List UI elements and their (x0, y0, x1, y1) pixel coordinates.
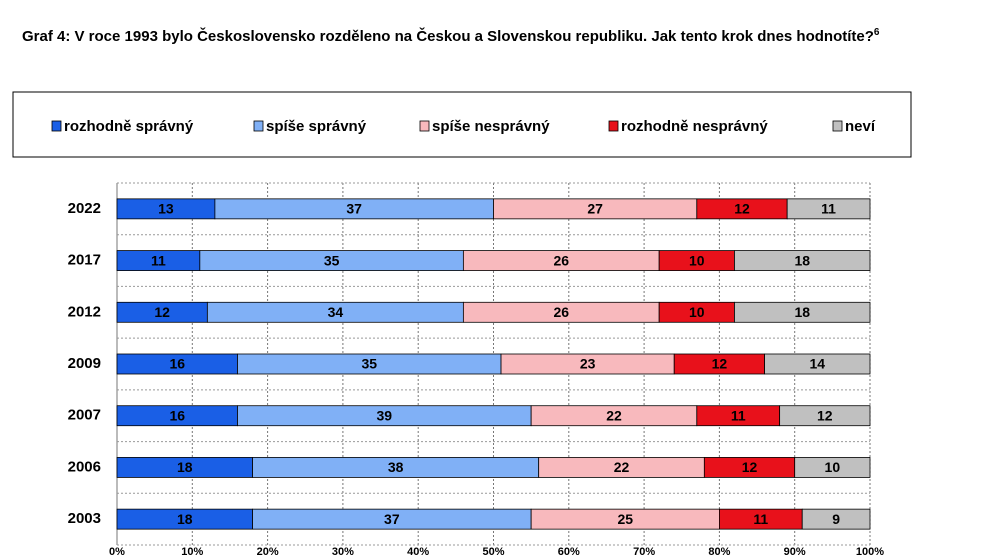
y-tick-label: 2003 (68, 510, 101, 527)
data-label: 12 (154, 304, 170, 320)
data-label: 22 (606, 407, 622, 423)
data-label: 16 (169, 407, 185, 423)
x-tick-label: 30% (332, 546, 354, 558)
x-tick-label: 0% (109, 546, 125, 558)
x-tick-label: 100% (856, 546, 884, 558)
bar-segment (734, 301, 871, 323)
bar-segment (764, 353, 871, 375)
data-label: 13 (158, 201, 174, 217)
y-tick-label: 2009 (68, 355, 101, 372)
legend-label: spíše správný (266, 118, 367, 135)
data-label: 18 (794, 304, 810, 320)
x-tick-label: 60% (558, 546, 580, 558)
bar-segment (786, 198, 871, 220)
legend-swatch (51, 120, 62, 132)
legend-swatch (832, 120, 843, 132)
data-label: 16 (169, 356, 185, 372)
x-tick-label: 80% (708, 546, 730, 558)
data-label: 27 (587, 201, 603, 217)
data-label: 18 (177, 459, 193, 475)
x-tick-label: 50% (482, 546, 504, 558)
data-label: 35 (324, 252, 340, 268)
title-text: Graf 4: V roce 1993 bylo Československo … (22, 28, 874, 45)
legend-label: spíše nesprávný (432, 118, 550, 135)
legend-label: rozhodně nesprávný (621, 118, 768, 135)
data-label: 34 (328, 304, 344, 320)
data-label: 10 (689, 304, 705, 320)
data-label: 18 (794, 252, 810, 268)
data-label: 26 (553, 252, 569, 268)
data-label: 26 (553, 304, 569, 320)
bar-segment (801, 508, 871, 530)
data-label: 35 (361, 356, 377, 372)
legend-box (12, 91, 912, 158)
data-label: 11 (753, 511, 768, 527)
data-label: 39 (377, 407, 393, 423)
legend-swatch (608, 120, 619, 132)
bar-segment (794, 457, 871, 478)
data-label: 12 (817, 407, 833, 423)
data-label: 12 (712, 356, 728, 372)
y-tick-label: 2022 (68, 200, 101, 217)
data-label: 12 (742, 459, 758, 475)
data-label: 37 (346, 201, 362, 217)
legend-label: rozhodně správný (64, 118, 194, 135)
data-label: 9 (832, 511, 840, 527)
legend-swatch (253, 120, 264, 132)
bar-segment (779, 405, 871, 427)
bar-segment (734, 250, 871, 271)
data-label: 23 (580, 356, 596, 372)
x-tick-label: 10% (181, 546, 203, 558)
x-tick-label: 40% (407, 546, 429, 558)
data-label: 25 (617, 511, 633, 527)
data-label: 11 (821, 201, 836, 217)
data-label: 10 (689, 252, 705, 268)
data-label: 11 (151, 252, 166, 268)
legend-swatch (419, 120, 430, 132)
y-tick-label: 2006 (68, 458, 101, 475)
legend-label: neví (845, 118, 876, 135)
data-label: 18 (177, 511, 193, 527)
x-tick-label: 90% (784, 546, 806, 558)
x-tick-label: 20% (257, 546, 279, 558)
data-label: 38 (388, 459, 404, 475)
data-label: 10 (825, 459, 841, 475)
data-label: 11 (731, 407, 746, 423)
y-tick-label: 2007 (68, 407, 101, 424)
chart-title: Graf 4: V roce 1993 bylo Československo … (22, 22, 942, 47)
data-label: 22 (614, 459, 630, 475)
title-note: 6 (873, 27, 880, 38)
y-tick-label: 2017 (68, 252, 101, 269)
x-tick-label: 70% (633, 546, 655, 558)
data-label: 14 (810, 356, 826, 372)
y-tick-label: 2012 (68, 303, 101, 320)
data-label: 12 (734, 201, 750, 217)
data-label: 37 (384, 511, 400, 527)
